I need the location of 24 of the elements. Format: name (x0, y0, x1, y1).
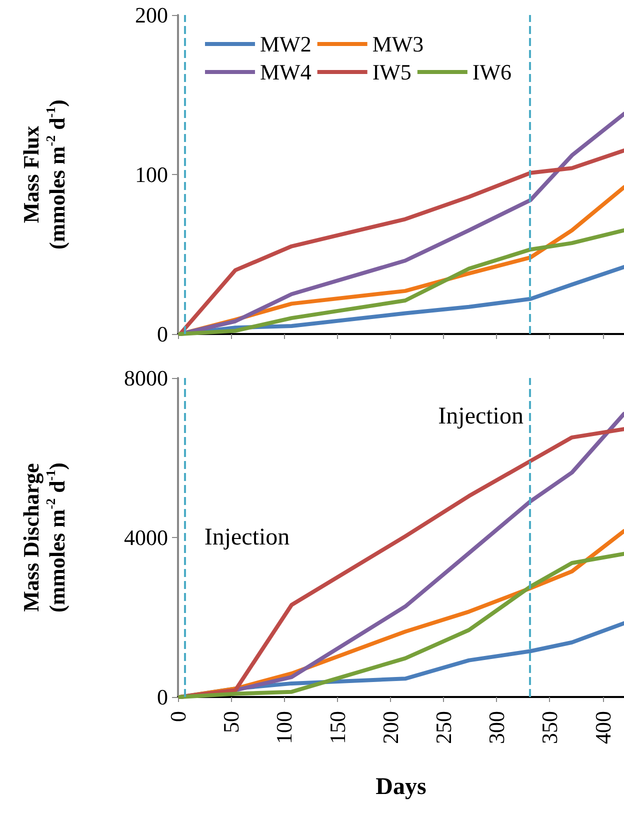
x-tick-label: 300 (484, 711, 510, 744)
legend-label: MW4 (260, 60, 312, 84)
x-tick-label: 400 (590, 711, 616, 744)
x-tick-label: 100 (272, 711, 297, 744)
x-tick-label: 50 (218, 711, 244, 733)
ref-line-label: Injection (204, 524, 290, 550)
legend-label: MW2 (260, 32, 312, 56)
ref-line-label: Injection (438, 403, 524, 430)
x-axis-title: Days (376, 774, 426, 800)
y-tick-label: 200 (135, 2, 168, 28)
x-tick-label: 250 (430, 711, 456, 744)
legend-label: IW6 (472, 60, 512, 84)
line-series (178, 228, 624, 336)
x-tick-label: 200 (378, 711, 403, 744)
y-tick-label: 0 (157, 322, 168, 346)
y-tick-label: 100 (135, 162, 168, 187)
x-tick-label: 150 (324, 711, 350, 744)
y-tick-label: 4000 (124, 525, 168, 550)
legend-label: IW5 (372, 60, 412, 84)
y-tick-label: 0 (157, 684, 168, 710)
x-tick-label: 0 (166, 711, 190, 722)
y-tick-label: 8000 (124, 366, 168, 390)
legend-label: MW3 (372, 32, 424, 56)
x-tick-label: 350 (537, 711, 562, 744)
